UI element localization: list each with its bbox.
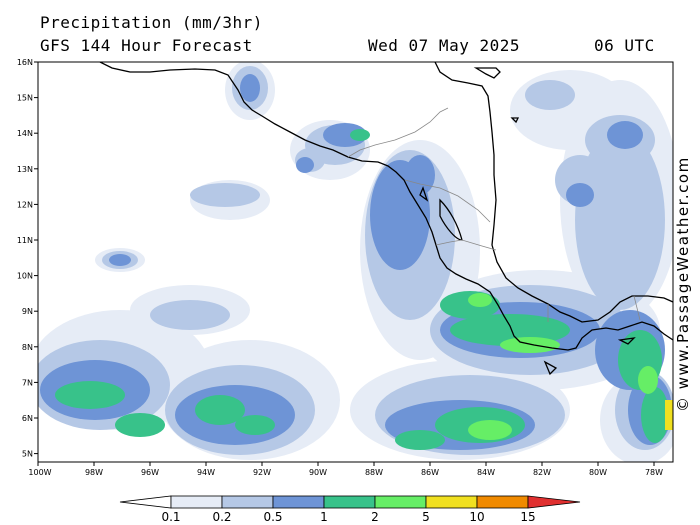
lon-label: 90W: [309, 468, 327, 477]
lat-label: 5N: [22, 450, 33, 459]
lat-label: 9N: [22, 307, 33, 316]
lon-label: 86W: [421, 468, 439, 477]
lat-label: 8N: [22, 343, 33, 352]
chart-title: Precipitation (mm/3hr): [40, 13, 263, 32]
valid-date: Wed 07 May 2025: [368, 36, 520, 55]
legend-swatch-0: [119, 495, 172, 509]
precip-fields: [38, 62, 673, 462]
lon-label: 98W: [85, 468, 103, 477]
legend-label: 15: [520, 510, 535, 524]
precip-heavy: [55, 129, 669, 450]
legend-label: 5: [422, 510, 430, 524]
legend-swatch-8: [527, 495, 581, 509]
lat-label: 14N: [17, 129, 33, 138]
lon-label: 80W: [589, 468, 607, 477]
lon-label: 82W: [533, 468, 551, 477]
lon-labels: 100W 98W 96W 94W 92W 90W 88W 86W 84W 82W…: [28, 468, 663, 477]
legend-swatch-5: [374, 495, 427, 509]
map-frame: [37, 61, 674, 463]
lat-label: 7N: [22, 378, 33, 387]
precip-very-heavy: [468, 293, 658, 440]
copyright-credit: © www.PassageWeather.com: [674, 156, 692, 412]
legend-label: 0.5: [263, 510, 282, 524]
lat-label: 6N: [22, 414, 33, 423]
lon-label: 100W: [28, 468, 51, 477]
lon-label: 94W: [197, 468, 215, 477]
forecast-subtitle: GFS 144 Hour Forecast: [40, 36, 253, 55]
legend-swatch-7: [476, 495, 529, 509]
legend-swatch-6: [425, 495, 478, 509]
precip-extreme: [665, 400, 673, 430]
lon-label: 88W: [365, 468, 383, 477]
lat-label: 11N: [17, 236, 33, 245]
legend: 0.1 0.2 0.5 1 2 5 10 15: [119, 495, 581, 524]
legend-swatch-3: [272, 495, 325, 509]
legend-label: 10: [469, 510, 484, 524]
legend-swatch-4: [323, 495, 376, 509]
legend-label: 0.2: [212, 510, 231, 524]
lon-label: 96W: [141, 468, 159, 477]
lat-label: 12N: [17, 200, 33, 209]
country-borders: [347, 107, 641, 322]
lat-label: 13N: [17, 165, 33, 174]
lat-labels: 16N 15N 14N 13N 12N 11N 10N 9N 8N 7N 6N …: [17, 58, 33, 459]
lon-label: 92W: [253, 468, 271, 477]
legend-label: 0.1: [161, 510, 180, 524]
axis-ticks: [34, 61, 655, 466]
lat-label: 15N: [17, 94, 33, 103]
legend-swatch-2: [221, 495, 274, 509]
lon-label: 78W: [645, 468, 663, 477]
lat-label: 16N: [17, 58, 33, 67]
legend-label: 2: [371, 510, 379, 524]
legend-label: 1: [320, 510, 328, 524]
legend-swatch-1: [170, 495, 223, 509]
valid-time: 06 UTC: [594, 36, 655, 55]
lon-label: 84W: [477, 468, 495, 477]
lat-label: 10N: [17, 272, 33, 281]
